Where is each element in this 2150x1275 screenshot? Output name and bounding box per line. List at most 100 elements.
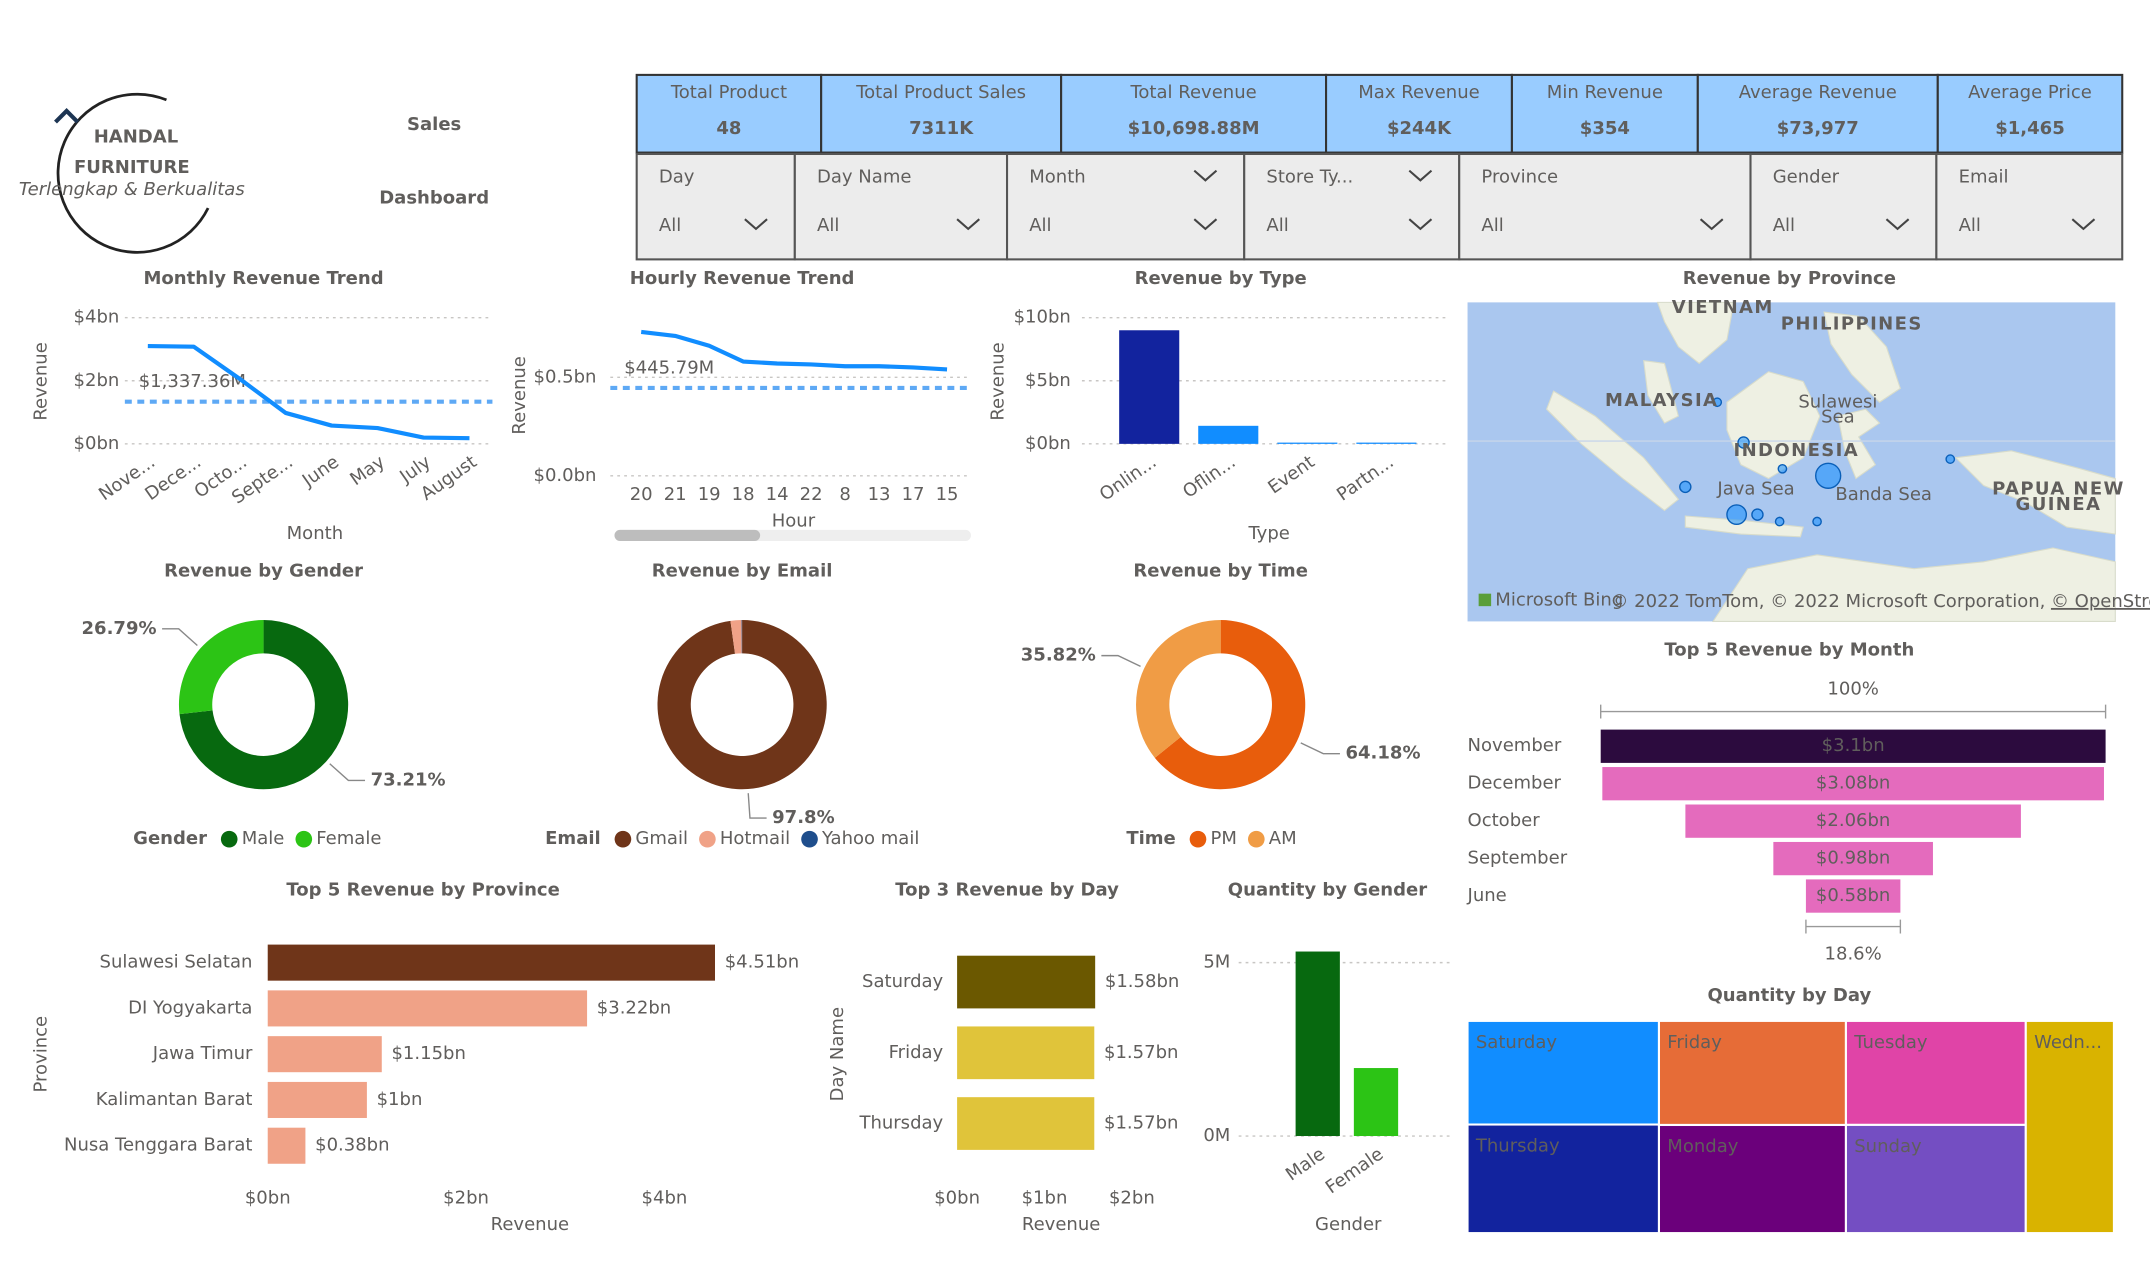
- chart-title: Quantity by Day: [1707, 985, 1871, 1006]
- map-place-label: MALAYSIA: [1605, 390, 1718, 411]
- x-tick-label: $4bn: [642, 1187, 688, 1208]
- slicer-box[interactable]: [1935, 152, 2124, 261]
- map-bubble[interactable]: [1712, 397, 1723, 408]
- donut-slice: [178, 620, 264, 715]
- x-tick-label: 8: [839, 484, 850, 505]
- tile-label: Friday: [1667, 1032, 1722, 1053]
- map-bubble[interactable]: [1737, 436, 1750, 449]
- chart-title: Hourly Revenue Trend: [630, 268, 855, 289]
- map-bubble[interactable]: [1726, 504, 1748, 526]
- map-place-label: GUINEA: [2016, 494, 2102, 515]
- map-bubble[interactable]: [1751, 508, 1764, 521]
- map-bubble[interactable]: [1945, 454, 1956, 464]
- slicer-box[interactable]: [1458, 152, 1752, 261]
- map-bubble[interactable]: [1777, 463, 1788, 474]
- dropdown-chevron[interactable]: [1699, 218, 1724, 231]
- dropdown-chevron[interactable]: [956, 218, 980, 231]
- kpi-value: $1,465: [1995, 118, 2065, 139]
- slicer-value[interactable]: All: [1773, 215, 1795, 236]
- map-place-label: INDONESIA: [1734, 440, 1860, 461]
- dropdown-chevron[interactable]: [1885, 218, 1910, 231]
- map-land: [1643, 359, 1680, 424]
- dropdown-chevron[interactable]: [2071, 218, 2096, 231]
- slicer-value[interactable]: All: [1266, 215, 1288, 236]
- slicer-value[interactable]: All: [1029, 215, 1051, 236]
- x-axis-title: Revenue: [491, 1214, 569, 1235]
- slicer-label[interactable]: Store Ty...: [1266, 167, 1353, 188]
- x-axis-title: Type: [1247, 523, 1289, 544]
- dropdown-chevron[interactable]: [744, 218, 768, 231]
- map-bubble[interactable]: [1815, 462, 1842, 489]
- slicer[interactable]: Month All: [1005, 152, 1246, 261]
- slicer[interactable]: Day Name All: [793, 152, 1009, 261]
- leader-line: [1300, 742, 1340, 755]
- scrollbar-thumb[interactable]: [614, 529, 761, 541]
- kpi-card-box: [1060, 73, 1328, 154]
- slicer-value[interactable]: All: [1481, 215, 1503, 236]
- data-label: 64.18%: [1345, 743, 1420, 764]
- slicer[interactable]: Store Ty... All: [1243, 152, 1461, 261]
- slicer-box[interactable]: [1243, 152, 1461, 261]
- slicer-label[interactable]: Email: [1959, 167, 2009, 188]
- legend-marker: [1189, 830, 1207, 848]
- tile-label: Sunday: [1854, 1136, 1922, 1157]
- x-axis-title: Revenue: [1022, 1214, 1100, 1235]
- leader-line: [329, 763, 366, 782]
- slicer-label[interactable]: Province: [1481, 167, 1558, 188]
- slicer-label[interactable]: Month: [1029, 167, 1085, 188]
- map-bubble[interactable]: [1679, 480, 1692, 494]
- slicer-value[interactable]: All: [817, 215, 839, 236]
- donut-slice: [1136, 620, 1221, 758]
- slicer[interactable]: Day All: [635, 152, 796, 261]
- dropdown-chevron[interactable]: [1408, 169, 1433, 182]
- slicer-box[interactable]: [1749, 152, 1938, 261]
- tile-label: Wedn...: [2034, 1032, 2102, 1053]
- dropdown-chevron[interactable]: [1193, 218, 1218, 231]
- map-provider: Microsoft Bing: [1495, 590, 1623, 611]
- slicer-label[interactable]: Day Name: [817, 167, 911, 188]
- dropdown-chevron[interactable]: [1193, 169, 1218, 182]
- map-place-label: Sulawesi: [1798, 391, 1877, 412]
- x-tick-label: $0bn: [934, 1187, 980, 1208]
- chart-title: Monthly Revenue Trend: [144, 268, 384, 289]
- map-credits-link[interactable]: © OpenStreetMap: [2051, 591, 2150, 612]
- reference-label: $445.79M: [624, 358, 714, 379]
- reference-label: $1,337.36M: [139, 371, 246, 392]
- dashboard-title: Sales: [407, 114, 461, 135]
- map-place-label: PAPUA NEW: [1992, 479, 2125, 500]
- dropdown-chevron[interactable]: [1408, 218, 1433, 231]
- chart-title: Quantity by Gender: [1228, 880, 1427, 901]
- chart-title: Revenue by Email: [652, 560, 833, 581]
- y-tick-label: Thursday: [858, 1113, 943, 1134]
- slicer[interactable]: Email All: [1935, 152, 2124, 261]
- slicer-label[interactable]: Gender: [1773, 167, 1840, 188]
- kpi-value: $10,698.88M: [1128, 118, 1260, 139]
- map-bubble[interactable]: [1812, 516, 1822, 527]
- x-axis-title: Gender: [1315, 1214, 1382, 1235]
- bar: [1295, 951, 1340, 1137]
- slicer[interactable]: Province All: [1458, 152, 1752, 261]
- kpi-value: 7311K: [909, 118, 974, 139]
- x-tick-label: 19: [698, 484, 721, 505]
- funnel-bar: [1773, 841, 1933, 876]
- kpi-card: Average Revenue $73,977: [1696, 73, 1939, 154]
- x-tick-label: 17: [902, 484, 925, 505]
- funnel-top-label: 100%: [1827, 678, 1879, 699]
- y-tick-label: Jawa Timur: [152, 1043, 253, 1064]
- slicer[interactable]: Gender All: [1749, 152, 1938, 261]
- legend-marker: [614, 830, 632, 848]
- slicer-value[interactable]: All: [659, 215, 681, 236]
- slicer-box[interactable]: [793, 152, 1009, 261]
- bar: [267, 1081, 367, 1118]
- map-place-label: PHILIPPINES: [1781, 314, 1923, 335]
- map-bubble[interactable]: [1774, 516, 1785, 527]
- y-axis-title: Day Name: [827, 1007, 848, 1101]
- chart-title: Top 3 Revenue by Day: [895, 880, 1119, 901]
- slicer-value[interactable]: All: [1959, 215, 1981, 236]
- slicer-label[interactable]: Day: [659, 167, 695, 188]
- treemap-tile: [1844, 1123, 2027, 1235]
- map-land: [1545, 390, 1680, 512]
- leader-line: [162, 628, 198, 647]
